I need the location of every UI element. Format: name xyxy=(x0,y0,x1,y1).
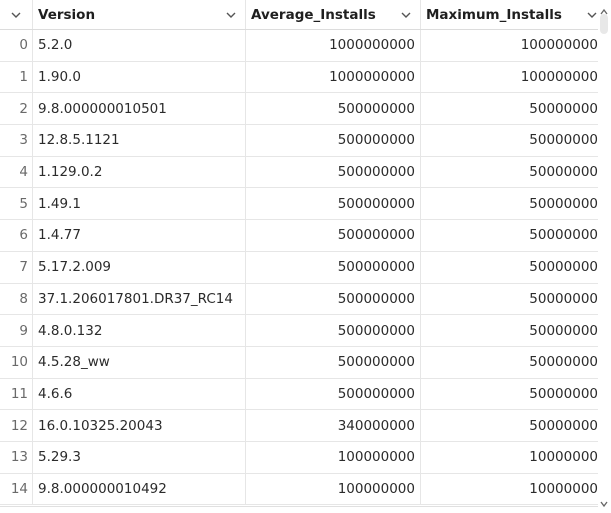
version-cell[interactable]: 4.6.6 xyxy=(33,378,246,410)
row-index-cell: 13 xyxy=(0,441,33,473)
version-cell[interactable]: 5.29.3 xyxy=(33,441,246,473)
data-table: Version Average_Installs Maximum_Install… xyxy=(0,0,598,507)
version-cell[interactable]: 12.8.5.1121 xyxy=(33,125,246,156)
maximum-installs-cell[interactable]: 50000000 xyxy=(529,227,598,244)
table-header-row: Version Average_Installs Maximum_Install… xyxy=(0,0,598,30)
maximum-installs-cell[interactable]: 50000000 xyxy=(529,100,598,117)
maximum-installs-cell[interactable]: 10000000 xyxy=(529,480,598,497)
average-installs-cell[interactable]: 100000000 xyxy=(246,441,421,473)
table-row: 5 1.49.1 500000000 50000000 xyxy=(0,188,598,221)
table-row: 6 1.4.77 500000000 50000000 xyxy=(0,220,598,252)
maximum-installs-cell[interactable]: 50000000 xyxy=(529,259,598,276)
average-installs-cell[interactable]: 500000000 xyxy=(246,125,421,156)
maximum-installs-cell[interactable]: 100000000 xyxy=(520,37,598,54)
version-cell[interactable]: 1.4.77 xyxy=(33,220,246,251)
average-installs-cell[interactable]: 500000000 xyxy=(246,315,421,346)
table-row: 7 5.17.2.009 500000000 50000000 xyxy=(0,251,598,284)
chevron-down-icon[interactable] xyxy=(10,9,22,21)
maximum-installs-cell[interactable]: 50000000 xyxy=(529,385,598,402)
average-installs-cell[interactable]: 500000000 xyxy=(246,346,421,378)
row-index-cell: 6 xyxy=(0,220,33,251)
index-column-header[interactable] xyxy=(0,0,33,29)
version-cell[interactable]: 1.90.0 xyxy=(33,61,246,93)
table-row: 9 4.8.0.132 500000000 50000000 xyxy=(0,315,598,347)
maximum-installs-cell[interactable]: 50000000 xyxy=(529,290,598,307)
table-row: 13 5.29.3 100000000 10000000 xyxy=(0,441,598,474)
row-index-cell: 4 xyxy=(0,156,33,188)
version-cell[interactable]: 4.5.28_ww xyxy=(33,346,246,378)
table-row: 10 4.5.28_ww 500000000 50000000 xyxy=(0,346,598,379)
triangle-up-icon[interactable] xyxy=(599,2,609,15)
table-row: 14 9.8.000000010492 100000000 10000000 xyxy=(0,473,598,506)
maximum-installs-cell[interactable]: 50000000 xyxy=(529,132,598,149)
version-header-label: Version xyxy=(38,6,96,23)
table-row: 8 37.1.206017801.DR37_RC14 500000000 500… xyxy=(0,283,598,316)
vertical-scrollbar[interactable] xyxy=(598,0,611,508)
table-row: 11 4.6.6 500000000 50000000 xyxy=(0,378,598,411)
row-index-cell: 8 xyxy=(0,283,33,315)
maximum-installs-cell[interactable]: 100000000 xyxy=(520,69,598,86)
row-index-cell: 14 xyxy=(0,473,33,505)
version-cell[interactable]: 1.49.1 xyxy=(33,188,246,220)
row-index-cell: 3 xyxy=(0,125,33,156)
average-installs-cell[interactable]: 100000000 xyxy=(246,473,421,505)
average-installs-cell[interactable]: 500000000 xyxy=(246,93,421,125)
average-installs-cell[interactable]: 500000000 xyxy=(246,156,421,188)
scrollbar-thumb[interactable] xyxy=(600,14,608,34)
version-cell[interactable]: 1.129.0.2 xyxy=(33,156,246,188)
version-cell[interactable]: 4.8.0.132 xyxy=(33,315,246,346)
maximum-installs-cell[interactable]: 50000000 xyxy=(529,417,598,434)
row-index-cell: 10 xyxy=(0,346,33,378)
chevron-down-icon[interactable] xyxy=(225,9,237,21)
average-installs-column-header[interactable]: Average_Installs xyxy=(246,0,421,29)
row-index-cell: 9 xyxy=(0,315,33,346)
table-row: 4 1.129.0.2 500000000 50000000 xyxy=(0,156,598,189)
table-row: 3 12.8.5.1121 500000000 50000000 xyxy=(0,125,598,157)
version-cell[interactable]: 5.2.0 xyxy=(33,30,246,61)
row-index-cell: 5 xyxy=(0,188,33,220)
average-installs-cell[interactable]: 1000000000 xyxy=(246,30,421,61)
average-installs-cell[interactable]: 500000000 xyxy=(246,251,421,283)
average-installs-cell[interactable]: 500000000 xyxy=(246,188,421,220)
version-column-header[interactable]: Version xyxy=(33,0,246,29)
version-cell[interactable]: 9.8.000000010501 xyxy=(33,93,246,125)
chevron-down-icon[interactable] xyxy=(586,9,598,21)
average-installs-cell[interactable]: 1000000000 xyxy=(246,61,421,93)
average-installs-cell[interactable]: 500000000 xyxy=(246,220,421,251)
average-installs-cell[interactable]: 340000000 xyxy=(246,410,421,441)
row-index-cell: 2 xyxy=(0,93,33,125)
row-index-cell: 1 xyxy=(0,61,33,93)
row-index-cell: 0 xyxy=(0,30,33,61)
row-index-cell: 7 xyxy=(0,251,33,283)
average-installs-header-label: Average_Installs xyxy=(251,6,376,23)
table-row: 0 5.2.0 1000000000 100000000 xyxy=(0,30,598,62)
table-row: 2 9.8.000000010501 500000000 50000000 xyxy=(0,93,598,126)
version-cell[interactable]: 37.1.206017801.DR37_RC14 xyxy=(33,283,246,315)
table-row: 12 16.0.10325.20043 340000000 50000000 xyxy=(0,410,598,442)
version-cell[interactable]: 5.17.2.009 xyxy=(33,251,246,283)
table-row: 1 1.90.0 1000000000 100000000 xyxy=(0,61,598,94)
maximum-installs-cell[interactable]: 50000000 xyxy=(529,354,598,371)
maximum-installs-cell[interactable]: 50000000 xyxy=(529,195,598,212)
row-index-cell: 11 xyxy=(0,378,33,410)
maximum-installs-cell[interactable]: 50000000 xyxy=(529,164,598,181)
version-cell[interactable]: 16.0.10325.20043 xyxy=(33,410,246,441)
chevron-down-icon[interactable] xyxy=(400,9,412,21)
maximum-installs-cell[interactable]: 50000000 xyxy=(529,322,598,339)
row-index-cell: 12 xyxy=(0,410,33,441)
triangle-down-icon[interactable] xyxy=(599,494,609,508)
maximum-installs-column-header[interactable]: Maximum_Installs xyxy=(421,0,598,29)
average-installs-cell[interactable]: 500000000 xyxy=(246,283,421,315)
maximum-installs-header-label: Maximum_Installs xyxy=(426,6,562,23)
version-cell[interactable]: 9.8.000000010492 xyxy=(33,473,246,505)
average-installs-cell[interactable]: 500000000 xyxy=(246,378,421,410)
maximum-installs-cell[interactable]: 10000000 xyxy=(529,449,598,466)
